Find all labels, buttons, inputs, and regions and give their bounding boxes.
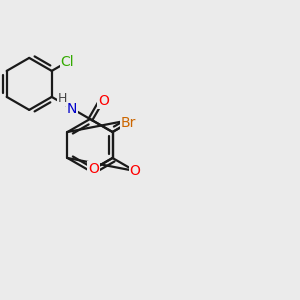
Text: H: H bbox=[57, 92, 67, 105]
Text: O: O bbox=[130, 164, 140, 178]
Text: O: O bbox=[88, 162, 99, 176]
Text: N: N bbox=[67, 102, 77, 116]
Text: O: O bbox=[98, 94, 109, 108]
Text: Cl: Cl bbox=[61, 55, 74, 69]
Text: Br: Br bbox=[121, 116, 136, 130]
